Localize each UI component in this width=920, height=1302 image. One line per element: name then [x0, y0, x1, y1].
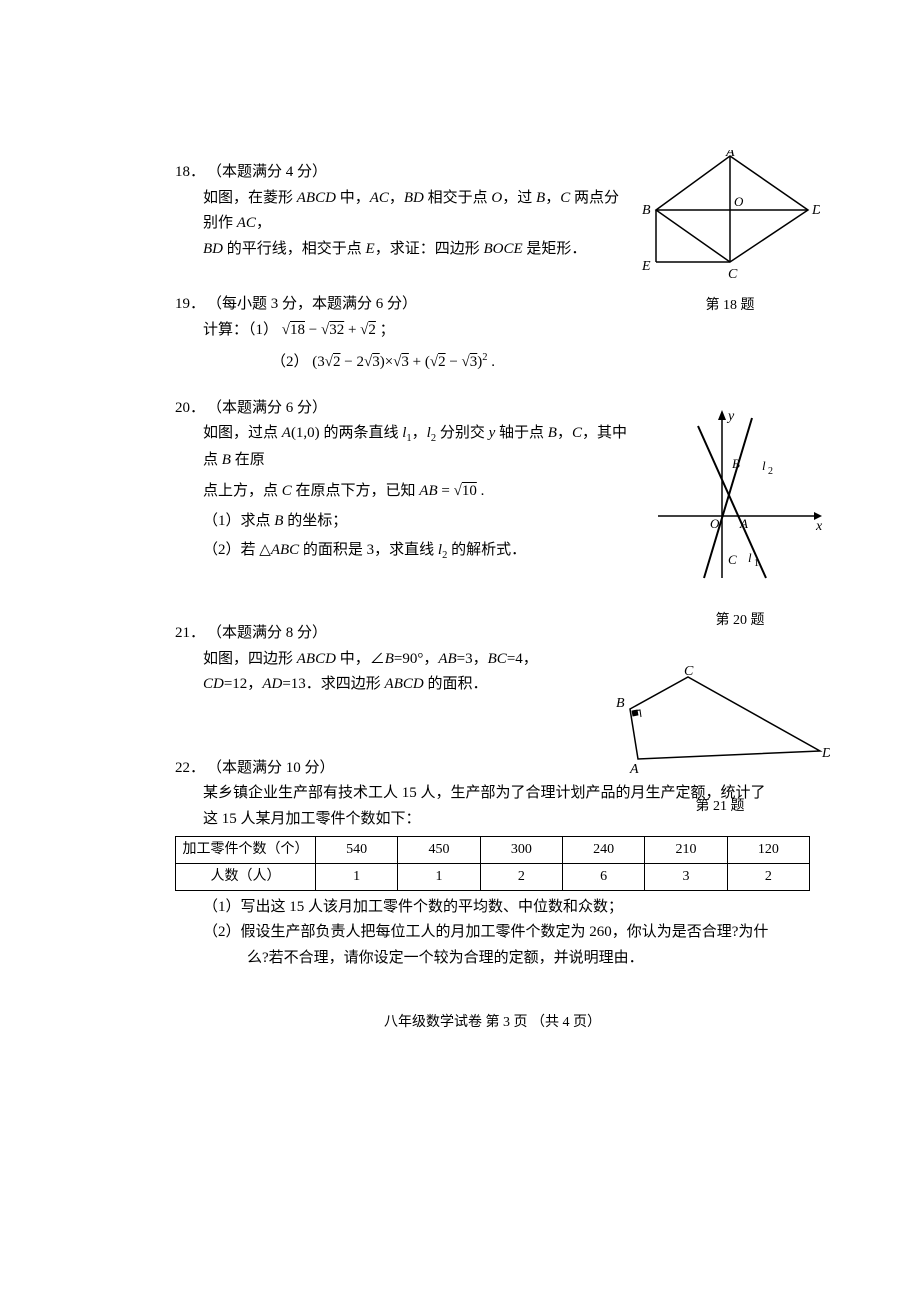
problem-18-num: 18． — [175, 160, 205, 186]
p21-line1: 如图，四边形 ABCD 中，∠B=90°，AB=3，BC=4， — [203, 647, 573, 673]
svg-text:B: B — [616, 696, 625, 711]
p19-pre2: （2） — [271, 354, 309, 370]
problem-19-header: 19． （每小题 3 分，本题满分 6 分） — [175, 292, 810, 318]
problem-18-points: （本题满分 4 分） — [207, 160, 327, 186]
svg-text:D: D — [811, 203, 820, 218]
table-cell: 2 — [480, 863, 562, 890]
svg-text:A: A — [725, 150, 735, 160]
problem-19-points: （每小题 3 分，本题满分 6 分） — [207, 292, 417, 318]
svg-text:O: O — [710, 516, 720, 531]
p18-line1: 如图，在菱形 ABCD 中，AC，BD 相交于点 O，过 B，C 两点分别作 A… — [203, 190, 619, 232]
p22-sub2b: 么?若不合理，请你设定一个较为合理的定额，并说明理由． — [247, 946, 810, 972]
p22-sub1: （1）写出这 15 人该月加工零件个数的平均数、中位数和众数； — [203, 895, 810, 921]
table-row: 人数（人） 1 1 2 6 3 2 — [176, 863, 810, 890]
table-cell: 240 — [562, 837, 644, 864]
rhombus-diagram: A B C D O E — [640, 150, 820, 280]
svg-text:B: B — [642, 203, 651, 218]
table-row: 加工零件个数（个） 540 450 300 240 210 120 — [176, 837, 810, 864]
problem-20-points: （本题满分 6 分） — [207, 396, 327, 422]
svg-text:A: A — [739, 516, 748, 531]
data-table: 加工零件个数（个） 540 450 300 240 210 120 人数（人） … — [175, 836, 810, 891]
svg-text:C: C — [728, 552, 737, 567]
svg-text:C: C — [728, 267, 738, 280]
table-cell: 1 — [316, 863, 398, 890]
table-cell: 3 — [645, 863, 727, 890]
p19-expr2: (3√2 − 2√3)×√3 + (√2 − √3)2 . — [312, 354, 495, 370]
problem-21-num: 21． — [175, 621, 205, 647]
p19-expr1-line: 计算：（1） √18 − √32 + √2 ； — [203, 318, 810, 344]
svg-text:l: l — [748, 550, 752, 565]
problem-19-num: 19． — [175, 292, 205, 318]
p18-line2: BD 的平行线，相交于点 E，求证：四边形 BOCE 是矩形． — [203, 241, 586, 257]
table-cell: 2 — [727, 863, 809, 890]
table-cell: 1 — [398, 863, 480, 890]
problem-18: A B C D O E 第 18 题 18． （本题满分 4 分） 如图，在菱形… — [175, 160, 810, 262]
problem-22-num: 22． — [175, 756, 205, 782]
svg-text:D: D — [821, 746, 830, 761]
problem-21-points: （本题满分 8 分） — [207, 621, 327, 647]
p19-expr1: √18 − √32 + √2 ； — [282, 322, 395, 338]
problem-22-points: （本题满分 10 分） — [207, 756, 335, 782]
problem-22-header: 22． （本题满分 10 分） — [175, 756, 810, 782]
problem-20-num: 20． — [175, 396, 205, 422]
p22-line2: 这 15 人某月加工零件个数如下： — [203, 807, 810, 833]
table-cell: 6 — [562, 863, 644, 890]
svg-text:y: y — [726, 409, 735, 424]
p22-line1: 某乡镇企业生产部有技术工人 15 人，生产部为了合理计划产品的月生产定额，统计了 — [203, 781, 810, 807]
problem-22-subs: （1）写出这 15 人该月加工零件个数的平均数、中位数和众数； （2）假设生产部… — [203, 895, 810, 972]
p20-line1: 如图，过点 A(1,0) 的两条直线 l1，l2 分别交 y 轴于点 B，C，其… — [203, 421, 633, 473]
table-cell: 450 — [398, 837, 480, 864]
svg-text:C: C — [684, 664, 694, 679]
problem-19: 19． （每小题 3 分，本题满分 6 分） 计算：（1） √18 − √32 … — [175, 292, 810, 376]
svg-text:x: x — [815, 519, 823, 534]
problem-22-body: 某乡镇企业生产部有技术工人 15 人，生产部为了合理计划产品的月生产定额，统计了… — [203, 781, 810, 832]
table-cell: 540 — [316, 837, 398, 864]
svg-text:l: l — [762, 458, 766, 473]
table-head-people: 人数（人） — [176, 863, 316, 890]
problem-20: y x O A B C l 1 l 2 第 20 题 20． （本题满分 6 分… — [175, 396, 810, 566]
problem-21-header: 21． （本题满分 8 分） — [175, 621, 810, 647]
svg-text:O: O — [734, 194, 744, 209]
p19-pre1: 计算：（1） — [203, 322, 278, 338]
table-head-parts: 加工零件个数（个） — [176, 837, 316, 864]
svg-text:B: B — [732, 456, 740, 471]
svg-text:E: E — [641, 259, 651, 274]
table-cell: 300 — [480, 837, 562, 864]
p19-expr2-line: （2） (3√2 − 2√3)×√3 + (√2 − √3)2 . — [271, 349, 810, 376]
svg-text:2: 2 — [768, 466, 773, 477]
svg-text:1: 1 — [754, 558, 759, 569]
problem-21: A B C D 第 21 题 21． （本题满分 8 分） 如图，四边形 ABC… — [175, 621, 810, 698]
problem-22: 22． （本题满分 10 分） 某乡镇企业生产部有技术工人 15 人，生产部为了… — [175, 756, 810, 972]
p22-sub2a: （2）假设生产部负责人把每位工人的月加工零件个数定为 260，你认为是否合理?为… — [203, 920, 810, 946]
figure-20: y x O A B C l 1 l 2 第 20 题 — [650, 406, 830, 633]
table-cell: 120 — [727, 837, 809, 864]
coordinate-diagram: y x O A B C l 1 l 2 — [650, 406, 830, 596]
problem-19-body: 计算：（1） √18 − √32 + √2 ； （2） (3√2 − 2√3)×… — [203, 318, 810, 376]
page-footer: 八年级数学试卷 第 3 页 （共 4 页） — [175, 1011, 810, 1035]
table-cell: 210 — [645, 837, 727, 864]
